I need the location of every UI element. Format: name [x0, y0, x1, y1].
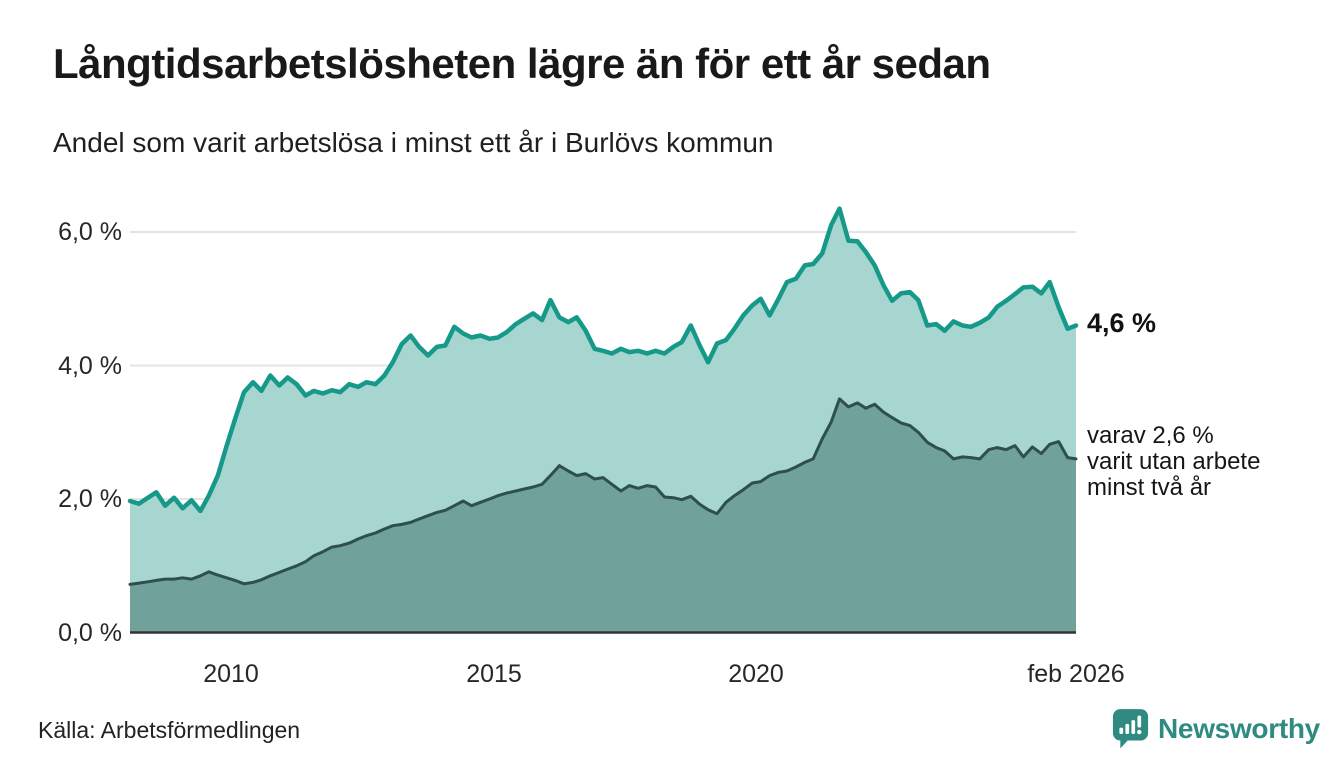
x-axis-tick-label: 2015	[466, 660, 522, 688]
secondary-end-label-line1: varav 2,6 %	[1087, 421, 1214, 449]
x-axis-tick-label: 2020	[728, 660, 784, 688]
x-axis-tick-label: 2010	[203, 660, 259, 688]
secondary-end-label: varav 2,6 % varit utan arbete minst två …	[1087, 421, 1261, 501]
total-end-label: 4,6 %	[1087, 308, 1157, 339]
y-axis-tick-label: 4,0 %	[58, 351, 122, 380]
newsworthy-logo: Newsworthy	[1112, 708, 1320, 749]
secondary-end-label-line2: varit utan arbete	[1087, 447, 1261, 475]
page-title: Långtidsarbetslösheten lägre än för ett …	[53, 40, 991, 87]
y-axis-tick-label: 0,0 %	[58, 618, 122, 647]
secondary-end-label-line3: minst två år	[1087, 473, 1212, 501]
source-note: Källa: Arbetsförmedlingen	[38, 717, 301, 743]
total-line	[127, 206, 1079, 514]
page-subtitle: Andel som varit arbetslösa i minst ett å…	[53, 127, 774, 158]
newsworthy-logo-icon	[1112, 708, 1149, 749]
y-axis-tick-label: 2,0 %	[58, 485, 122, 513]
secondary-area-fill	[130, 398, 1076, 633]
y-axis-tick-label: 6,0 %	[58, 218, 122, 246]
secondary-line	[128, 397, 1078, 586]
newsworthy-logo-text: Newsworthy	[1158, 712, 1320, 744]
x-axis-tick-label: feb 2026	[1027, 660, 1125, 688]
